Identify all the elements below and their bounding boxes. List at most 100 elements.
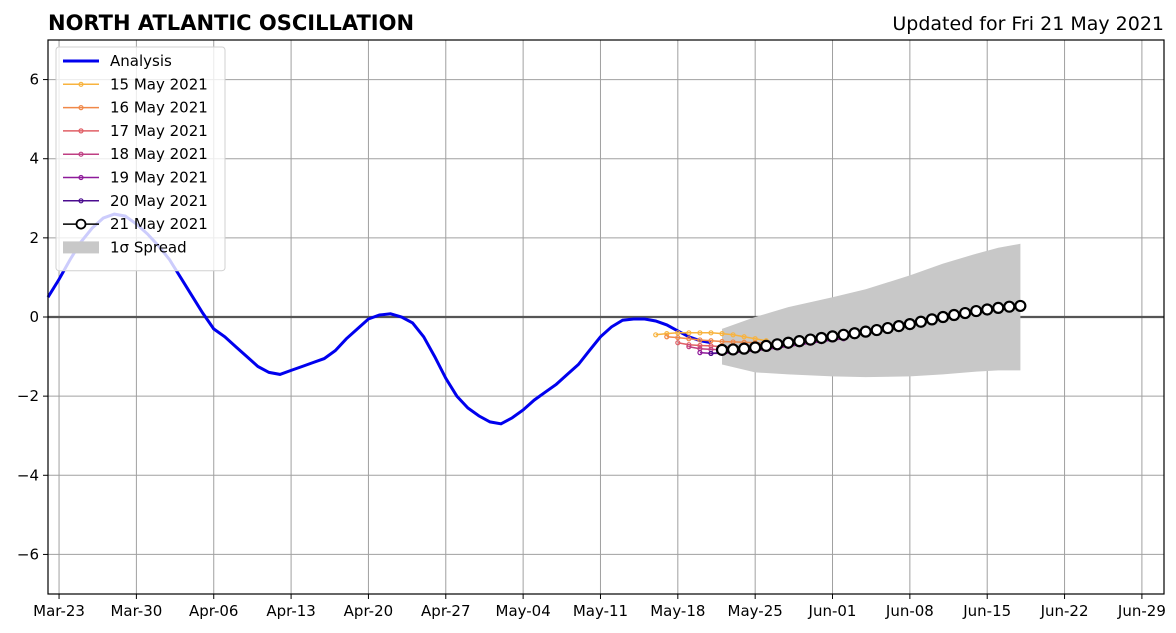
series-point [771, 338, 784, 351]
legend-marker [78, 198, 84, 204]
series-point [697, 350, 703, 356]
series-point [708, 330, 714, 336]
series-point [675, 330, 681, 336]
legend-marker [78, 81, 84, 87]
series-line [655, 332, 767, 342]
series-point [697, 330, 703, 336]
series-point [719, 338, 725, 345]
legend-marker [75, 218, 87, 230]
series-point [730, 332, 736, 338]
series-point [686, 336, 692, 342]
series-point [925, 313, 939, 326]
legend-label: 21 May 2021 [110, 215, 208, 233]
legend-label: 17 May 2021 [110, 122, 208, 140]
series-point [664, 334, 670, 340]
series-point [664, 331, 670, 337]
series-point [793, 335, 806, 348]
x-tick-label: Jun-15 [962, 602, 1011, 620]
legend-label: 20 May 2021 [110, 192, 208, 210]
series-7 [715, 299, 1027, 356]
series-point [970, 304, 983, 318]
series-point [815, 331, 828, 345]
legend-item: 17 May 2021 [63, 122, 208, 140]
series-point [947, 308, 961, 322]
legend-item: Analysis [63, 52, 172, 70]
legend-label: 18 May 2021 [110, 145, 208, 163]
y-tick-label: −4 [17, 466, 39, 484]
legend-item: 18 May 2021 [63, 145, 208, 163]
y-tick-label: 6 [29, 71, 39, 89]
series-point [686, 330, 692, 336]
x-tick-label: May-04 [496, 602, 551, 620]
legend-item: 19 May 2021 [63, 169, 208, 187]
series-point [686, 344, 692, 350]
legend-swatch [63, 241, 99, 254]
x-tick-label: May-11 [573, 602, 628, 620]
chart-subtitle: Updated for Fri 21 May 2021 [892, 13, 1164, 35]
chart-title: NORTH ATLANTIC OSCILLATION [48, 11, 414, 35]
series-point [782, 336, 795, 349]
y-tick-label: −2 [17, 387, 39, 405]
legend: Analysis 15 May 2021 16 May 2021 17 May 202… [55, 46, 226, 272]
x-tick-label: Jun-08 [885, 602, 934, 620]
x-tick-label: Apr-20 [344, 602, 394, 620]
x-tick-label: Apr-27 [421, 602, 471, 620]
series-point [892, 320, 905, 333]
x-tick-label: Jun-29 [1117, 602, 1166, 620]
series-point [653, 332, 659, 338]
plot-frame [47, 39, 1165, 595]
y-tick-label: 4 [29, 150, 39, 168]
legend-label: 16 May 2021 [110, 99, 208, 117]
legend-label: 15 May 2021 [110, 75, 208, 93]
legend-item: 21 May 2021 [63, 215, 208, 233]
y-tick-label: −6 [17, 545, 39, 563]
series-point [981, 303, 994, 316]
series-point [686, 342, 692, 348]
x-tick-label: May-25 [728, 602, 783, 620]
series-point [870, 323, 883, 337]
series-point [760, 339, 773, 352]
y-axis: −6 −4 −2 0 2 4 6 [17, 71, 48, 563]
series-point [708, 350, 714, 357]
series-point [675, 334, 681, 341]
series-point [903, 318, 916, 331]
series-point [1014, 299, 1027, 313]
series-point [881, 321, 894, 335]
series-point [697, 337, 703, 343]
legend-label: Analysis [110, 52, 172, 70]
legend-marker [78, 151, 84, 157]
legend-marker [78, 128, 84, 134]
legend-label: 19 May 2021 [110, 169, 208, 187]
series-point [804, 333, 817, 346]
legend-item: 16 May 2021 [63, 99, 208, 117]
series-point [708, 338, 714, 344]
series-point [914, 315, 928, 328]
series-point [1003, 300, 1016, 313]
series-point [992, 301, 1005, 314]
x-tick-label: Mar-23 [33, 602, 85, 620]
series-point [726, 343, 740, 356]
legend-item: 15 May 2021 [63, 75, 208, 93]
legend-marker [78, 174, 84, 181]
y-tick-label: 0 [29, 308, 39, 326]
x-tick-label: Mar-30 [110, 602, 162, 620]
series-point [675, 340, 681, 346]
legend-marker [78, 104, 84, 111]
series-point [719, 331, 725, 337]
legend-label: 1σ Spread [110, 238, 187, 256]
series-point [738, 342, 751, 355]
series-point [837, 328, 850, 341]
series-point [936, 310, 950, 324]
x-axis: Mar-23 Mar-30 Apr-06 Apr-13 Apr-20 Apr-27 May-… [33, 594, 1166, 620]
series-point [715, 343, 729, 356]
series-point [749, 341, 762, 354]
x-tick-label: Apr-13 [266, 602, 316, 620]
legend-item: 1σ Spread [63, 238, 187, 256]
legend-box [55, 46, 226, 272]
series-point [959, 306, 972, 320]
x-tick-label: May-18 [650, 602, 705, 620]
x-tick-label: Jun-01 [808, 602, 857, 620]
legend-item: 20 May 2021 [63, 192, 208, 210]
series-point [741, 334, 747, 340]
